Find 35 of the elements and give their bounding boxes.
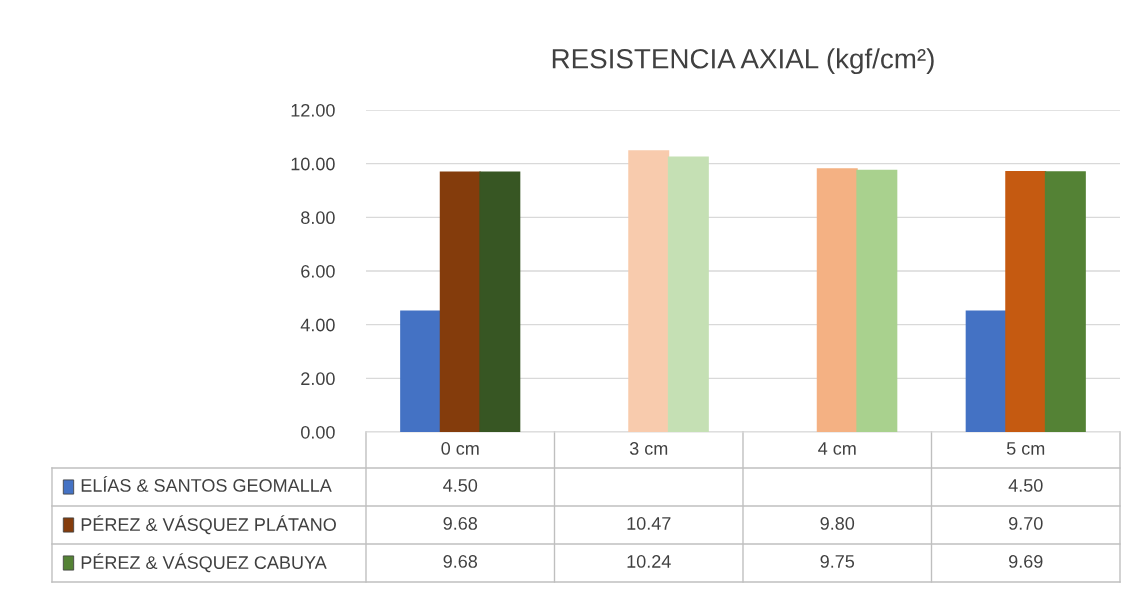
bar — [479, 171, 521, 432]
data-label: 9.68 — [443, 555, 478, 568]
y-tick-label: 12.00 — [291, 103, 335, 117]
legend-label: PÉREZ & VÁSQUEZ CABUYA — [81, 553, 327, 573]
data-label: 9.68 — [443, 517, 478, 530]
y-tick-label: 6.00 — [301, 264, 335, 278]
y-tick-label: 8.00 — [301, 211, 335, 225]
bar — [816, 168, 858, 432]
bar — [628, 150, 670, 432]
chart-title: RESISTENCIA AXIAL (kgf/cm²) — [552, 48, 934, 75]
y-tick-label: 4.00 — [300, 318, 335, 332]
bar — [1005, 171, 1047, 432]
y-tick-label: 2.00 — [301, 372, 335, 386]
legend-label: PÉREZ & VÁSQUEZ PLÁTANO — [81, 515, 336, 535]
bar — [667, 156, 709, 432]
data-label: 10.24 — [627, 555, 671, 568]
y-tick-label: 0.00 — [301, 425, 335, 439]
x-tick-label: 3 cm — [629, 442, 668, 455]
x-tick-label: 5 cm — [1006, 442, 1045, 455]
bar — [400, 310, 442, 432]
data-label: 4.50 — [443, 479, 478, 492]
y-tick-label: 10.00 — [291, 157, 335, 171]
x-tick-label: 0 cm — [441, 442, 479, 455]
data-label: 9.69 — [1009, 555, 1043, 568]
data-label: 9.70 — [1009, 517, 1043, 530]
bar — [1044, 171, 1086, 432]
legend-label: ELÍAS & SANTOS GEOMALLA — [81, 476, 332, 492]
data-label: 10.47 — [627, 517, 671, 530]
bar — [856, 169, 898, 432]
x-tick-label: 4 cm — [818, 442, 856, 455]
data-label: 9.75 — [820, 555, 855, 568]
bar — [439, 171, 481, 432]
data-label: 4.50 — [1008, 479, 1043, 492]
data-label: 9.80 — [820, 517, 855, 530]
bar — [965, 310, 1007, 432]
